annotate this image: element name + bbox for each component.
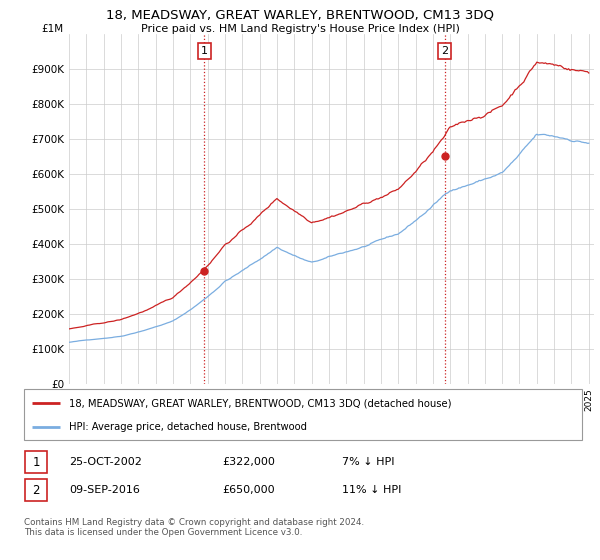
Text: 09-SEP-2016: 09-SEP-2016	[69, 485, 140, 495]
Text: £322,000: £322,000	[222, 457, 275, 467]
Text: 25-OCT-2002: 25-OCT-2002	[69, 457, 142, 467]
Text: 1: 1	[32, 455, 40, 469]
Text: 7% ↓ HPI: 7% ↓ HPI	[342, 457, 395, 467]
Text: 2: 2	[32, 483, 40, 497]
Text: HPI: Average price, detached house, Brentwood: HPI: Average price, detached house, Bren…	[68, 422, 307, 432]
Text: 1: 1	[201, 46, 208, 56]
Text: Price paid vs. HM Land Registry's House Price Index (HPI): Price paid vs. HM Land Registry's House …	[140, 24, 460, 34]
Text: Contains HM Land Registry data © Crown copyright and database right 2024.
This d: Contains HM Land Registry data © Crown c…	[24, 518, 364, 538]
Text: 18, MEADSWAY, GREAT WARLEY, BRENTWOOD, CM13 3DQ: 18, MEADSWAY, GREAT WARLEY, BRENTWOOD, C…	[106, 8, 494, 21]
Text: 2: 2	[441, 46, 448, 56]
FancyBboxPatch shape	[25, 479, 47, 501]
Text: 11% ↓ HPI: 11% ↓ HPI	[342, 485, 401, 495]
FancyBboxPatch shape	[25, 451, 47, 473]
Text: £1M: £1M	[41, 24, 64, 34]
Text: £650,000: £650,000	[222, 485, 275, 495]
Text: 18, MEADSWAY, GREAT WARLEY, BRENTWOOD, CM13 3DQ (detached house): 18, MEADSWAY, GREAT WARLEY, BRENTWOOD, C…	[68, 398, 451, 408]
FancyBboxPatch shape	[24, 389, 582, 440]
